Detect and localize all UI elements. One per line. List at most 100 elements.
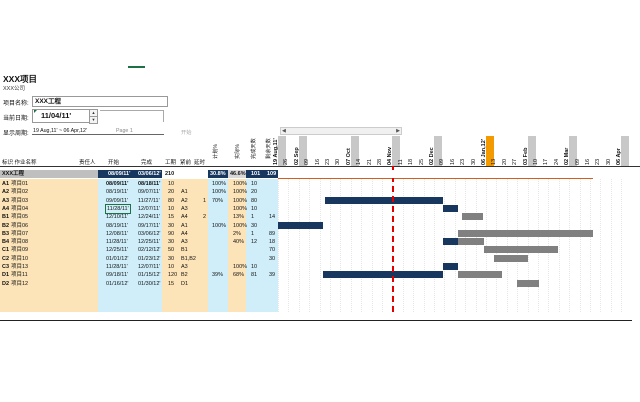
timeline-tick-label: 20 xyxy=(501,158,508,165)
task-name: 项目06 xyxy=(11,222,29,229)
timeline-tick-label: 23 xyxy=(460,158,467,165)
week-gridline xyxy=(569,170,571,312)
timeline-tick-label: 09 xyxy=(304,158,311,165)
project-title: XXX项目 xyxy=(3,74,38,84)
week-gridline xyxy=(517,170,519,312)
timeline-scrollbar[interactable]: ◀ ▶ xyxy=(280,127,402,135)
toolbar-area xyxy=(0,0,640,66)
timeline-tick: 02 Sep xyxy=(294,136,307,166)
task-duration: 120 xyxy=(168,272,178,279)
summary-start: 08/09/11' xyxy=(108,171,131,177)
table-row[interactable]: C3 项目13 11/28/11' 12/07/11' 10 A3 100% 10 xyxy=(0,263,640,271)
task-finish: 08/18/11' xyxy=(138,181,161,187)
week-gridline xyxy=(413,170,415,312)
footer-rule xyxy=(0,320,632,321)
task-planned-pct: 70% xyxy=(212,197,224,204)
task-predecessor: A4 xyxy=(181,214,188,221)
task-finish: 12/25/11' xyxy=(138,239,161,246)
planned-fill xyxy=(208,179,228,312)
table-row[interactable]: C2 项目10 01/01/12' 01/23/12' 30 B1,B2 30 xyxy=(0,255,640,263)
table-row[interactable]: B1 项目05 12/10/11' 12/24/11' 15 A4 2 13% 1 14 xyxy=(0,213,640,221)
task-completed-days: 10 xyxy=(251,264,258,270)
current-date-field[interactable]: 11/04/11' xyxy=(32,109,97,123)
col-duration: 工期 xyxy=(165,160,177,166)
table-row[interactable]: A1 项目01 08/09/11' 08/18/11' 10 100% 100% 10 xyxy=(0,180,640,188)
summary-row[interactable]: XXX工程 08/09/11' 03/06/12' 210 30.8% 46.6… xyxy=(0,170,640,178)
task-start: 01/16/12' xyxy=(106,280,129,287)
timeline-tick-label: 17 xyxy=(543,158,550,165)
task-predecessor: D1 xyxy=(181,280,189,287)
task-remaining-days: 18 xyxy=(269,239,276,246)
week-gridline xyxy=(610,170,612,312)
timeline-tick-label: 02 Sep xyxy=(293,147,300,165)
task-remaining-days: 30 xyxy=(269,255,276,262)
task-start: 09/18/11' xyxy=(106,272,129,279)
summary-finish: 03/06/12' xyxy=(138,171,161,177)
timeline-tick: 03 Feb xyxy=(523,136,536,166)
task-id: A1 xyxy=(2,181,10,187)
timeline-tick: 02 Mar xyxy=(564,136,578,166)
table-row[interactable]: C1 项目09 12/25/11' 02/12/12' 50 B1 70 xyxy=(0,246,640,254)
task-finish: 12/07/11' xyxy=(138,205,161,212)
task-start: 09/09/11' xyxy=(106,197,129,204)
task-predecessor: A3 xyxy=(181,264,188,270)
task-start: 11/28/11' xyxy=(106,239,128,246)
task-id: C2 xyxy=(2,255,10,262)
week-gridline xyxy=(579,170,581,312)
task-predecessor: A1 xyxy=(181,189,188,196)
table-row[interactable]: A4 项目04 11/28/11' 12/07/11' 10 A3 100% 10 xyxy=(0,203,640,214)
scroll-left-icon[interactable]: ◀ xyxy=(282,128,286,134)
task-finish: 01/15/12' xyxy=(138,272,161,279)
table-row[interactable]: A3 项目03 09/09/11' 11/27/11' 80 A2 1 70% 100% 80 xyxy=(0,197,640,205)
col-owner: 责任人 xyxy=(79,160,96,166)
col-finish: 完成 xyxy=(141,160,153,166)
week-gridline xyxy=(402,170,404,312)
col-completed-days: 完成天数 xyxy=(251,138,257,159)
project-name-label: 项目名称: xyxy=(3,101,29,107)
task-start: 11/28/11' xyxy=(106,264,128,270)
task-actual-pct: 13% xyxy=(233,214,245,221)
task-completed-days: 10 xyxy=(251,181,258,187)
scroll-right-icon[interactable]: ▶ xyxy=(396,128,400,134)
task-name-fill xyxy=(0,179,98,312)
task-remaining-days: 39 xyxy=(269,272,276,279)
task-predecessor: B2 xyxy=(181,272,188,279)
task-bar xyxy=(278,221,323,229)
table-row[interactable]: D2 项目12 01/16/12' 01/30/12' 15 D1 xyxy=(0,280,640,288)
timeline-tick-label: 23 xyxy=(595,158,602,165)
col-start: 开始 xyxy=(108,160,120,166)
task-planned-pct: 100% xyxy=(212,222,227,229)
week-gridline xyxy=(298,170,300,312)
task-predecessor: A1 xyxy=(181,222,188,229)
task-planned-pct: 100% xyxy=(212,189,227,196)
timeline-tick-label: 30 xyxy=(335,158,342,165)
period-underline xyxy=(32,134,164,135)
project-name-field[interactable]: XXX工程 xyxy=(32,96,168,107)
task-start: 12/25/11' xyxy=(106,247,129,254)
task-duration: 90 xyxy=(168,230,175,237)
table-row[interactable]: A2 项目02 08/19/11' 09/07/11' 20 A1 100% 100% 20 xyxy=(0,188,640,196)
task-finish: 01/23/12' xyxy=(138,255,161,262)
task-name: 项目09 xyxy=(11,247,29,254)
table-row[interactable]: D1 项目11 09/18/11' 01/15/12' 120 B2 39% 68% 81 39 xyxy=(0,271,640,279)
timeline-tick: 04 Nov xyxy=(387,136,401,166)
task-completed-days: 1 xyxy=(251,214,255,221)
table-row[interactable]: B4 项目08 11/28/11' 12/25/11' 30 A3 40% 12 18 xyxy=(0,238,640,246)
task-start: 12/08/11' xyxy=(106,230,129,237)
col-planned-pct: 计划% xyxy=(213,144,219,159)
col-remaining-days: 剩余天数 xyxy=(266,138,272,159)
timeline-tick-label: 16 xyxy=(585,158,591,165)
timeline-tick-label: 10 xyxy=(533,158,539,165)
task-start: 08/19/11' xyxy=(106,189,129,196)
task-id: B2 xyxy=(2,222,10,229)
task-actual-pct: 100% xyxy=(233,205,248,212)
task-name: 项目02 xyxy=(11,189,29,196)
table-row[interactable]: B2 项目06 08/19/11' 09/17/11' 30 A1 100% 100% 30 xyxy=(0,222,640,230)
timeline-tick-label: 04 Nov xyxy=(387,146,394,165)
task-id: C1 xyxy=(2,247,10,254)
table-row[interactable]: B3 项目07 12/08/11' 03/06/12' 90 A4 2% 1 89 xyxy=(0,230,640,238)
date-spin-down-icon[interactable]: ▼ xyxy=(89,116,98,124)
timeline-tick-label: 06 Jan,12' xyxy=(481,138,487,165)
current-date-label: 当前日期: xyxy=(3,116,29,122)
task-id: A4 xyxy=(2,205,10,212)
